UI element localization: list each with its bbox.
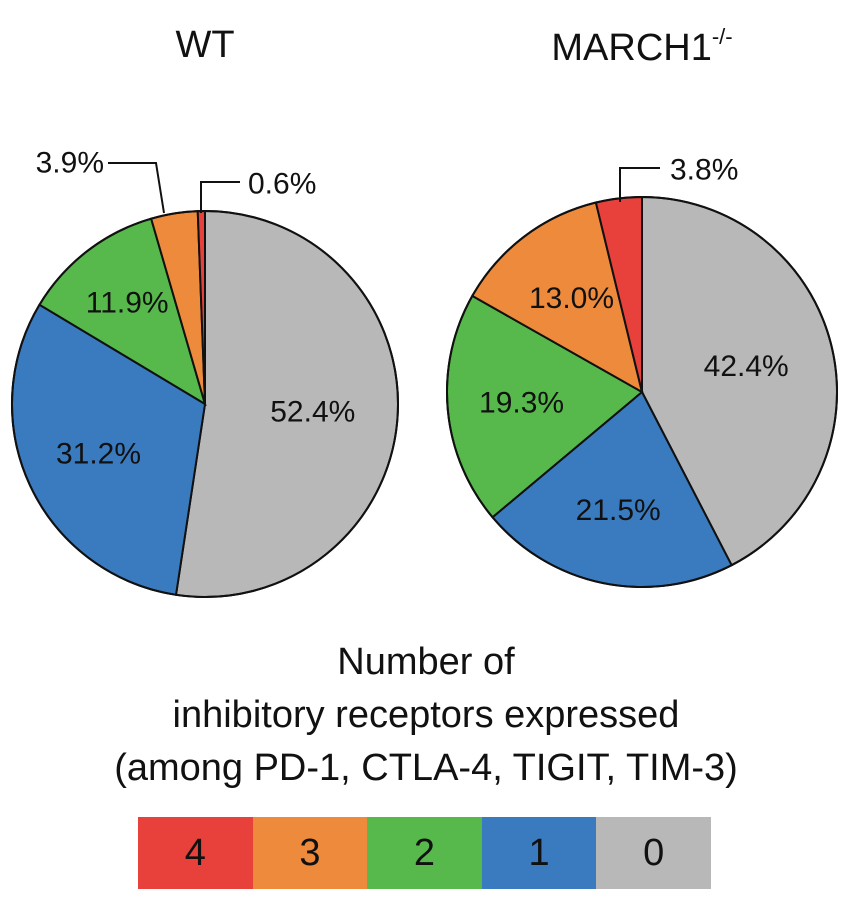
slice-label-3: 13.0% [529,282,614,315]
legend-item-4: 4 [138,817,253,889]
callout-line [619,167,660,202]
legend-title-line: (among PD-1, CTLA-4, TIGIT, TIM-3) [114,747,738,789]
slice-label-4: 3.8% [670,154,738,187]
pie-outline [446,196,838,588]
legend-title-line: Number of [337,641,515,683]
callout-line [108,162,165,214]
slice-label-0: 42.4% [704,350,789,383]
legend-title: Number of inhibitory receptors expressed… [0,636,852,795]
pie-outline [11,210,399,598]
callout-line [200,181,240,213]
chart-title-superscript: -/- [711,24,733,49]
slice-label-1: 31.2% [56,438,141,471]
chart-title-wt: WT [175,24,234,67]
chart-title-text: MARCH1 [551,27,712,69]
legend-item-1: 1 [481,817,597,889]
chart-title-text: WT [175,24,235,66]
slice-label-4: 0.6% [248,168,316,201]
legend-item-2: 2 [367,817,482,889]
legend-color-bar: 4 3 2 1 0 [138,817,711,889]
legend-title-line: inhibitory receptors expressed [172,694,680,736]
slice-label-2: 19.3% [479,387,564,420]
slice-label-2: 11.9% [86,287,169,320]
slice-label-3: 3.9% [36,147,104,180]
legend-item-3: 3 [252,817,368,889]
slice-label-1: 21.5% [576,494,661,527]
chart-title-march1: MARCH1-/- [551,24,732,70]
slice-label-0: 52.4% [270,396,355,429]
legend-item-0: 0 [596,817,711,889]
